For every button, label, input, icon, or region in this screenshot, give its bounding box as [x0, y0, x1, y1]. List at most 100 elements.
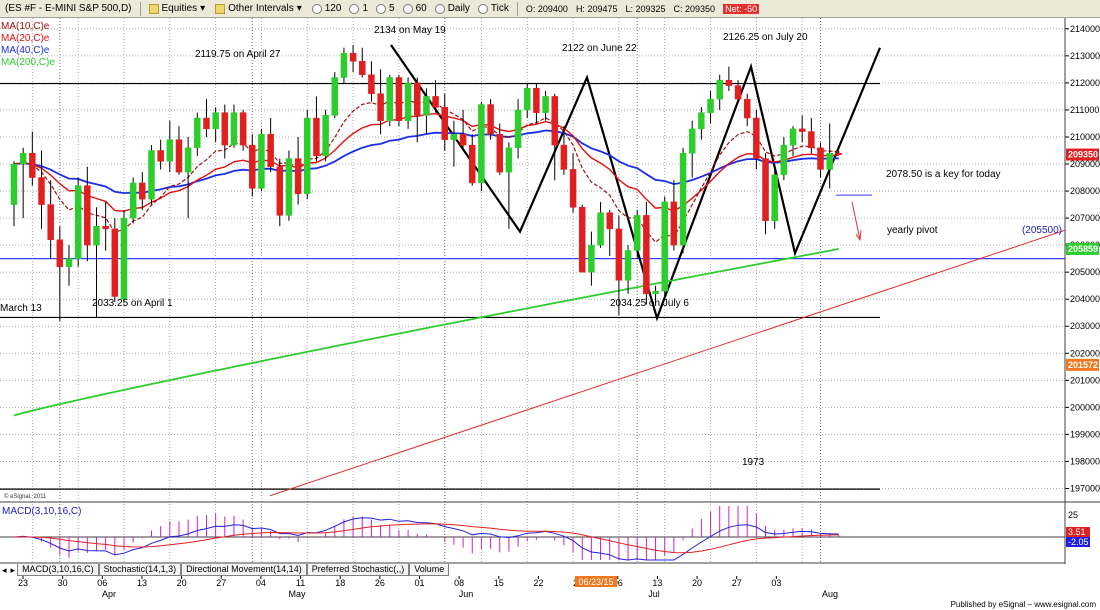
candle-body	[606, 212, 613, 230]
candle-body	[551, 96, 558, 146]
candle	[276, 158, 284, 227]
candle-body	[230, 112, 238, 146]
macd-value: -2.05	[1068, 537, 1089, 547]
candle	[643, 201, 650, 305]
candle-body	[588, 244, 595, 273]
candle-body	[753, 117, 760, 159]
x-tick-label: 13	[652, 578, 662, 588]
x-tick-label: 30	[58, 578, 68, 588]
y-tick-label: 197000	[1070, 483, 1100, 493]
chart-annotation: (205500)	[1022, 225, 1062, 236]
interval-button[interactable]: Daily	[433, 2, 472, 16]
candle-body	[395, 77, 403, 121]
candle-body	[65, 258, 73, 268]
y-tick-label: 203000	[1070, 321, 1100, 331]
candle	[304, 109, 311, 200]
candle	[670, 180, 678, 251]
y-tick-label: 201000	[1070, 375, 1100, 385]
month-label: Jul	[648, 589, 660, 599]
candle-body	[762, 158, 769, 222]
price-chart[interactable]: 2134 on May 19 2119.75 on April 27 2122 on…	[0, 18, 1100, 564]
candle	[789, 126, 797, 156]
candle	[487, 99, 494, 140]
candle	[129, 177, 137, 224]
candle-body	[496, 134, 503, 173]
equities-button[interactable]: Equities ▾	[147, 2, 208, 16]
price-badge-text: 201572	[1068, 360, 1098, 370]
other-intervals-button[interactable]: Other Intervals ▾	[213, 2, 304, 16]
candle-body	[10, 163, 18, 205]
candle	[523, 82, 531, 119]
candle-body	[386, 77, 394, 121]
scroll-right-icon[interactable]: ▸	[10, 564, 16, 575]
interval-label: 60	[415, 3, 427, 14]
interval-label: 1	[362, 3, 368, 14]
chart-annotation: 2078.50 is a key for today	[886, 169, 1001, 180]
candle	[835, 151, 843, 156]
candle	[120, 209, 128, 302]
macd-value-bg	[1066, 527, 1090, 537]
candle-body	[707, 98, 714, 113]
x-tick-label: 01	[414, 578, 424, 588]
y-tick-label: 200000	[1070, 402, 1100, 412]
red-trend-line	[269, 229, 1065, 497]
macd-value: 3.51	[1068, 527, 1086, 537]
month-label: Aug	[822, 589, 838, 599]
candle	[19, 147, 27, 219]
net-change-badge: Net: -50	[723, 3, 760, 14]
indicator-tab[interactable]: Volume	[409, 564, 450, 576]
candle-body	[432, 96, 439, 108]
indicator-tab[interactable]: Preferred Stochastic(,,)	[306, 564, 410, 576]
interval-button[interactable]: 120	[310, 2, 344, 16]
chevron-down-icon: ▾	[296, 3, 302, 14]
candle	[432, 80, 439, 113]
chart-annotation: 2122 on June 22	[562, 43, 637, 54]
candle	[826, 123, 833, 189]
candle-body	[19, 152, 27, 165]
indicator-tab[interactable]: MACD(3,10,16,C)	[17, 564, 99, 576]
candle	[139, 172, 146, 210]
price-axis: 197000 198000 199000 200000 201000 202000 2030…	[1065, 24, 1100, 493]
symbol-field[interactable]: (ES #F - E-MINI S&P 500,D)	[3, 2, 134, 16]
candle	[624, 245, 632, 294]
interval-button[interactable]: 1	[347, 2, 370, 16]
candle	[771, 169, 778, 229]
cursor-date-text: 06/23/15	[578, 577, 613, 587]
candle-body	[523, 88, 531, 111]
candle-body	[340, 52, 348, 78]
y-tick-label: 212000	[1070, 78, 1100, 88]
candle-body	[441, 106, 449, 140]
pattern-zigzag	[390, 44, 882, 322]
macd-histogram	[22, 506, 840, 560]
candle-body	[459, 134, 467, 146]
candle-body	[212, 112, 219, 130]
candle-body	[93, 225, 100, 246]
candle	[395, 74, 403, 127]
interval-button[interactable]: 5	[374, 2, 397, 16]
interval-label: Daily	[447, 3, 470, 14]
candle	[249, 134, 256, 197]
interval-button[interactable]: 60	[401, 2, 429, 16]
macd-label: MACD(3,10,16,C)	[2, 506, 81, 517]
indicator-tab[interactable]: Stochastic(14,1,3)	[98, 564, 182, 576]
y-tick-label: 214000	[1070, 24, 1100, 34]
candle	[661, 196, 668, 300]
candle-body	[789, 128, 797, 146]
quote-readout: O: 209400 H: 209475 L: 209325 C: 209350 …	[524, 2, 761, 16]
candle-body	[423, 96, 430, 116]
clock-icon	[434, 3, 445, 14]
candle-body	[771, 174, 778, 222]
candle	[377, 69, 384, 135]
candle	[615, 215, 623, 316]
candle-body	[478, 104, 485, 184]
x-tick-label: 04	[256, 578, 266, 588]
scroll-left-icon[interactable]: ◂	[2, 564, 7, 575]
candle	[359, 47, 366, 78]
interval-button[interactable]: Tick	[476, 2, 511, 16]
x-tick-label: 11	[296, 578, 305, 588]
chart-annotation: yearly pivot	[887, 225, 938, 236]
candle-body	[514, 109, 522, 149]
x-tick-label: 23	[18, 578, 28, 588]
indicator-tab[interactable]: Directional Movement(14,14)	[181, 564, 307, 576]
date-axis: 2330061320270411182601081522290613202703…	[18, 576, 838, 599]
